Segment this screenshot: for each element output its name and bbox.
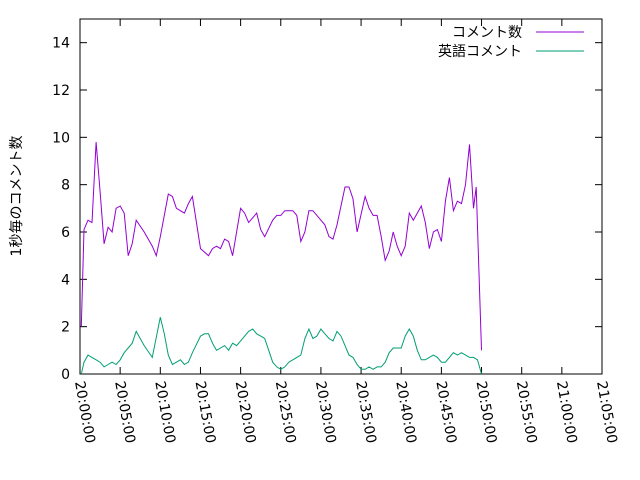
- x-tick-label: 20:25:00: [272, 380, 299, 445]
- y-tick-label: 12: [52, 83, 70, 99]
- x-tick-label: 21:00:00: [553, 380, 580, 445]
- x-tick-label: 20:30:00: [312, 380, 339, 445]
- y-axis-label: 1秒毎のコメント数: [9, 136, 25, 257]
- y-tick-label: 6: [61, 225, 70, 241]
- x-tick-label: 20:35:00: [352, 380, 379, 445]
- x-tick-label: 20:05:00: [111, 380, 138, 445]
- x-tick-label: 20:10:00: [151, 380, 178, 445]
- y-axis: 0 2 4 6 8 10 12 14: [52, 36, 602, 383]
- x-tick-label: 20:45:00: [432, 380, 459, 445]
- series-line-0: [80, 142, 482, 351]
- y-tick-label: 14: [52, 36, 70, 52]
- series-lines: [80, 142, 482, 375]
- x-tick-label: 20:15:00: [192, 380, 219, 445]
- plot-frame: [79, 18, 603, 375]
- x-tick-label: 21:05:00: [593, 380, 620, 445]
- x-tick-label: 20:50:00: [473, 380, 500, 445]
- series-line-1: [80, 317, 482, 375]
- y-tick-label: 8: [61, 178, 70, 194]
- y-tick-label: 2: [61, 320, 70, 336]
- x-tick-label: 20:55:00: [513, 380, 540, 445]
- y-tick-label: 0: [61, 367, 70, 383]
- x-axis: 20:00:00 20:05:00 20:10:00 20:15:00 20:20:00…: [71, 19, 620, 445]
- legend-label-0: コメント数: [452, 25, 522, 41]
- y-tick-label: 10: [52, 130, 70, 146]
- x-tick-label: 20:00:00: [71, 380, 98, 445]
- y-tick-label: 4: [61, 272, 70, 288]
- x-tick-label: 20:20:00: [232, 380, 259, 445]
- x-tick-label: 20:40:00: [392, 380, 419, 445]
- legend-label-1: 英語コメント: [438, 43, 522, 60]
